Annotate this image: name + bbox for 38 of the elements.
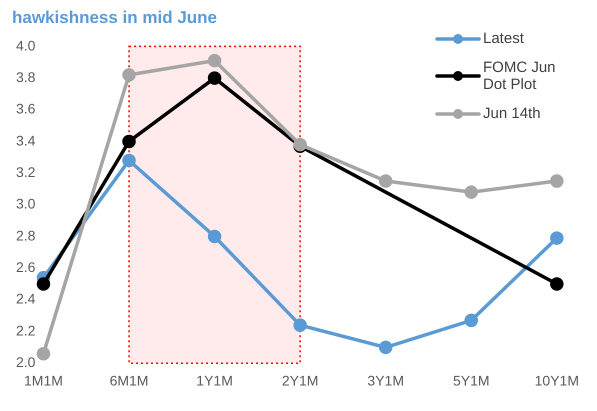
legend-label: Latest bbox=[483, 30, 525, 47]
y-tick-label: 3.2 bbox=[16, 164, 36, 180]
y-tick-label: 2.2 bbox=[16, 322, 36, 338]
point bbox=[464, 185, 478, 199]
x-tick-label: 1M1M bbox=[24, 372, 63, 388]
y-tick-label: 4.0 bbox=[16, 37, 36, 54]
chart-title: hawkishness in mid June bbox=[12, 8, 218, 28]
point bbox=[208, 230, 222, 244]
point bbox=[208, 54, 222, 68]
point bbox=[550, 174, 564, 188]
point bbox=[208, 71, 222, 85]
point bbox=[378, 340, 392, 354]
x-tick-label: 3Y1M bbox=[367, 372, 404, 388]
y-tick-label: 2.8 bbox=[16, 227, 36, 244]
y-tick-label: 2.0 bbox=[16, 354, 36, 370]
point bbox=[550, 277, 564, 291]
legend-label: FOMC Jun Dot Plot bbox=[483, 59, 557, 93]
y-tick-label: 3.6 bbox=[16, 100, 36, 117]
x-tick-label: 2Y1M bbox=[282, 372, 318, 388]
x-tick-label: 6M1M bbox=[110, 372, 148, 388]
point bbox=[378, 174, 392, 188]
x-tick-label: 10Y1M bbox=[534, 372, 579, 388]
point bbox=[36, 346, 50, 360]
point bbox=[122, 154, 136, 168]
legend-label: Jun 14th bbox=[483, 105, 542, 122]
point bbox=[122, 68, 136, 82]
y-tick-label: 2.4 bbox=[16, 290, 36, 307]
y-tick-label: 3.8 bbox=[16, 68, 36, 85]
y-tick-label: 3.0 bbox=[16, 196, 36, 212]
point bbox=[122, 134, 136, 148]
x-tick-label: 5Y1M bbox=[452, 372, 490, 388]
y-tick-label: 3.4 bbox=[16, 132, 36, 148]
x-tick-label: 1Y1M bbox=[196, 372, 233, 388]
y-tick-label: 2.6 bbox=[16, 259, 36, 276]
point bbox=[36, 277, 50, 291]
point bbox=[464, 314, 478, 328]
point bbox=[550, 231, 564, 245]
point bbox=[293, 318, 307, 332]
